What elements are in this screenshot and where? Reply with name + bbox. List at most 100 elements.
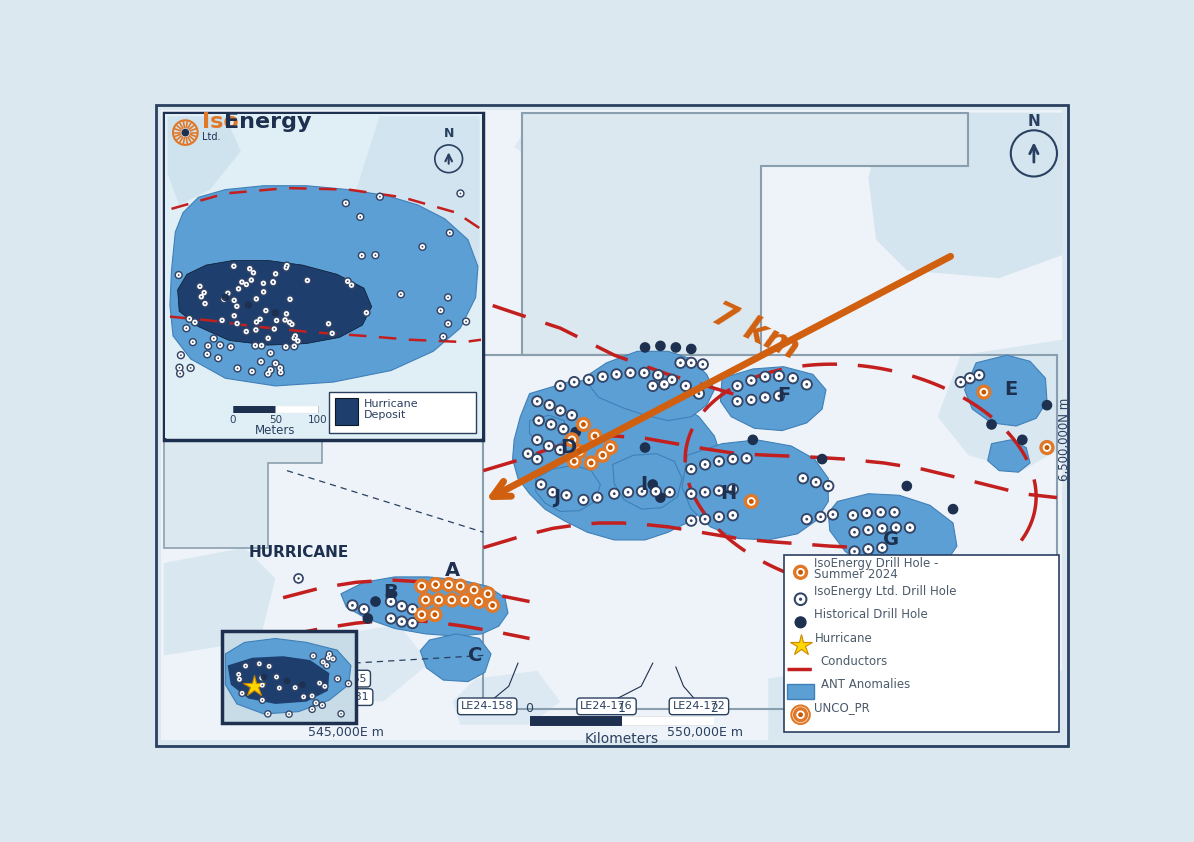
Circle shape bbox=[345, 202, 346, 204]
Circle shape bbox=[653, 370, 664, 381]
Circle shape bbox=[876, 523, 887, 534]
Circle shape bbox=[230, 312, 238, 319]
Circle shape bbox=[701, 515, 709, 524]
Circle shape bbox=[613, 493, 616, 495]
Circle shape bbox=[544, 442, 553, 450]
Circle shape bbox=[257, 661, 263, 667]
Circle shape bbox=[533, 435, 541, 444]
Circle shape bbox=[287, 319, 293, 326]
Circle shape bbox=[180, 354, 181, 356]
Circle shape bbox=[190, 339, 196, 345]
Circle shape bbox=[774, 391, 784, 402]
Circle shape bbox=[398, 291, 404, 297]
Circle shape bbox=[267, 713, 269, 715]
Circle shape bbox=[232, 264, 236, 269]
Circle shape bbox=[325, 320, 332, 328]
Circle shape bbox=[321, 684, 328, 690]
Circle shape bbox=[555, 381, 566, 392]
Circle shape bbox=[454, 579, 467, 593]
Circle shape bbox=[177, 365, 183, 370]
Circle shape bbox=[221, 319, 223, 322]
Circle shape bbox=[419, 612, 424, 617]
Circle shape bbox=[199, 285, 201, 287]
Circle shape bbox=[715, 487, 724, 495]
Circle shape bbox=[624, 488, 633, 497]
Polygon shape bbox=[228, 656, 330, 704]
Circle shape bbox=[312, 708, 313, 710]
Circle shape bbox=[202, 301, 208, 306]
Circle shape bbox=[304, 278, 310, 283]
Circle shape bbox=[547, 445, 550, 447]
Circle shape bbox=[420, 244, 425, 249]
Circle shape bbox=[798, 473, 808, 484]
Circle shape bbox=[1040, 440, 1054, 455]
Circle shape bbox=[263, 308, 269, 313]
Circle shape bbox=[956, 378, 965, 386]
Circle shape bbox=[326, 664, 327, 666]
Circle shape bbox=[239, 679, 240, 680]
Circle shape bbox=[442, 336, 444, 338]
Circle shape bbox=[260, 698, 265, 702]
Circle shape bbox=[321, 659, 326, 664]
Circle shape bbox=[289, 322, 295, 327]
Circle shape bbox=[642, 371, 646, 374]
Circle shape bbox=[287, 264, 288, 266]
Circle shape bbox=[407, 604, 418, 615]
Circle shape bbox=[254, 319, 259, 325]
Circle shape bbox=[741, 453, 752, 464]
Circle shape bbox=[892, 524, 900, 532]
Circle shape bbox=[441, 334, 447, 339]
Circle shape bbox=[207, 354, 208, 355]
Circle shape bbox=[445, 295, 451, 300]
Circle shape bbox=[651, 486, 661, 497]
Circle shape bbox=[233, 300, 235, 301]
Circle shape bbox=[447, 230, 453, 236]
Circle shape bbox=[294, 573, 303, 583]
Circle shape bbox=[681, 381, 691, 392]
Circle shape bbox=[556, 445, 565, 454]
Circle shape bbox=[701, 363, 704, 365]
Circle shape bbox=[801, 379, 812, 390]
Circle shape bbox=[905, 522, 916, 533]
Circle shape bbox=[965, 373, 975, 384]
Circle shape bbox=[789, 374, 798, 382]
Circle shape bbox=[253, 272, 254, 274]
Circle shape bbox=[561, 490, 572, 501]
Circle shape bbox=[690, 467, 693, 471]
Circle shape bbox=[578, 494, 589, 505]
Circle shape bbox=[802, 515, 811, 524]
Circle shape bbox=[297, 578, 300, 579]
Circle shape bbox=[567, 435, 577, 444]
Circle shape bbox=[263, 291, 265, 293]
Circle shape bbox=[476, 600, 481, 604]
Circle shape bbox=[259, 318, 261, 320]
Circle shape bbox=[613, 370, 621, 379]
Circle shape bbox=[801, 477, 805, 480]
Circle shape bbox=[319, 702, 326, 708]
Circle shape bbox=[745, 457, 749, 460]
Circle shape bbox=[684, 385, 688, 387]
Circle shape bbox=[315, 702, 316, 704]
Circle shape bbox=[331, 657, 336, 661]
Circle shape bbox=[373, 253, 378, 258]
Polygon shape bbox=[522, 113, 968, 355]
Circle shape bbox=[586, 459, 596, 467]
Circle shape bbox=[349, 282, 355, 288]
Text: N: N bbox=[443, 127, 454, 141]
Circle shape bbox=[458, 593, 472, 607]
Circle shape bbox=[327, 652, 332, 657]
Circle shape bbox=[223, 298, 224, 300]
Circle shape bbox=[527, 452, 529, 456]
Polygon shape bbox=[868, 113, 1063, 278]
Circle shape bbox=[849, 546, 860, 557]
Circle shape bbox=[848, 510, 858, 520]
Circle shape bbox=[271, 280, 276, 285]
Circle shape bbox=[265, 310, 266, 312]
Circle shape bbox=[187, 365, 195, 371]
Circle shape bbox=[279, 367, 281, 369]
Circle shape bbox=[363, 608, 365, 610]
Circle shape bbox=[284, 263, 290, 269]
Circle shape bbox=[276, 685, 283, 691]
Circle shape bbox=[291, 335, 297, 342]
Circle shape bbox=[357, 214, 363, 220]
